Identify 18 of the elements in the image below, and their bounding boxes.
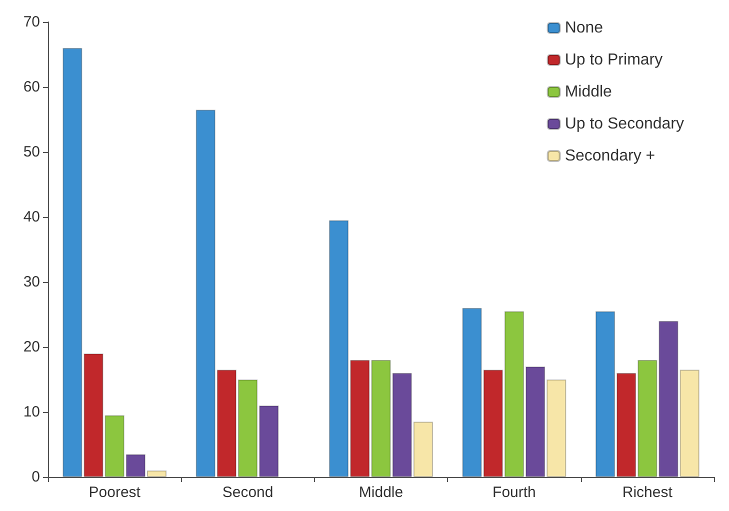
y-tick-label: 20 xyxy=(23,338,40,356)
x-tick-label: Fourth xyxy=(492,484,536,501)
legend-label: Up to Secondary xyxy=(564,116,684,132)
x-tick-label: Poorest xyxy=(88,484,142,501)
legend-label: Secondary + xyxy=(564,148,656,164)
y-tick-label: 0 xyxy=(32,468,40,486)
x-tick-label: Richest xyxy=(622,484,674,501)
y-tick-label: 60 xyxy=(23,78,40,96)
x-tick-label: Second xyxy=(222,484,274,501)
legend-label: Middle xyxy=(564,84,612,100)
y-tick-label: 40 xyxy=(23,208,40,226)
legend-label: Up to Primary xyxy=(564,52,663,68)
y-tick-label: 30 xyxy=(23,274,40,290)
y-tick-label: 50 xyxy=(23,144,40,160)
y-tick-label: 70 xyxy=(23,14,40,30)
y-tick-label: 10 xyxy=(23,404,40,420)
x-tick-label: Middle xyxy=(358,484,404,501)
legend-label: None xyxy=(564,20,604,36)
